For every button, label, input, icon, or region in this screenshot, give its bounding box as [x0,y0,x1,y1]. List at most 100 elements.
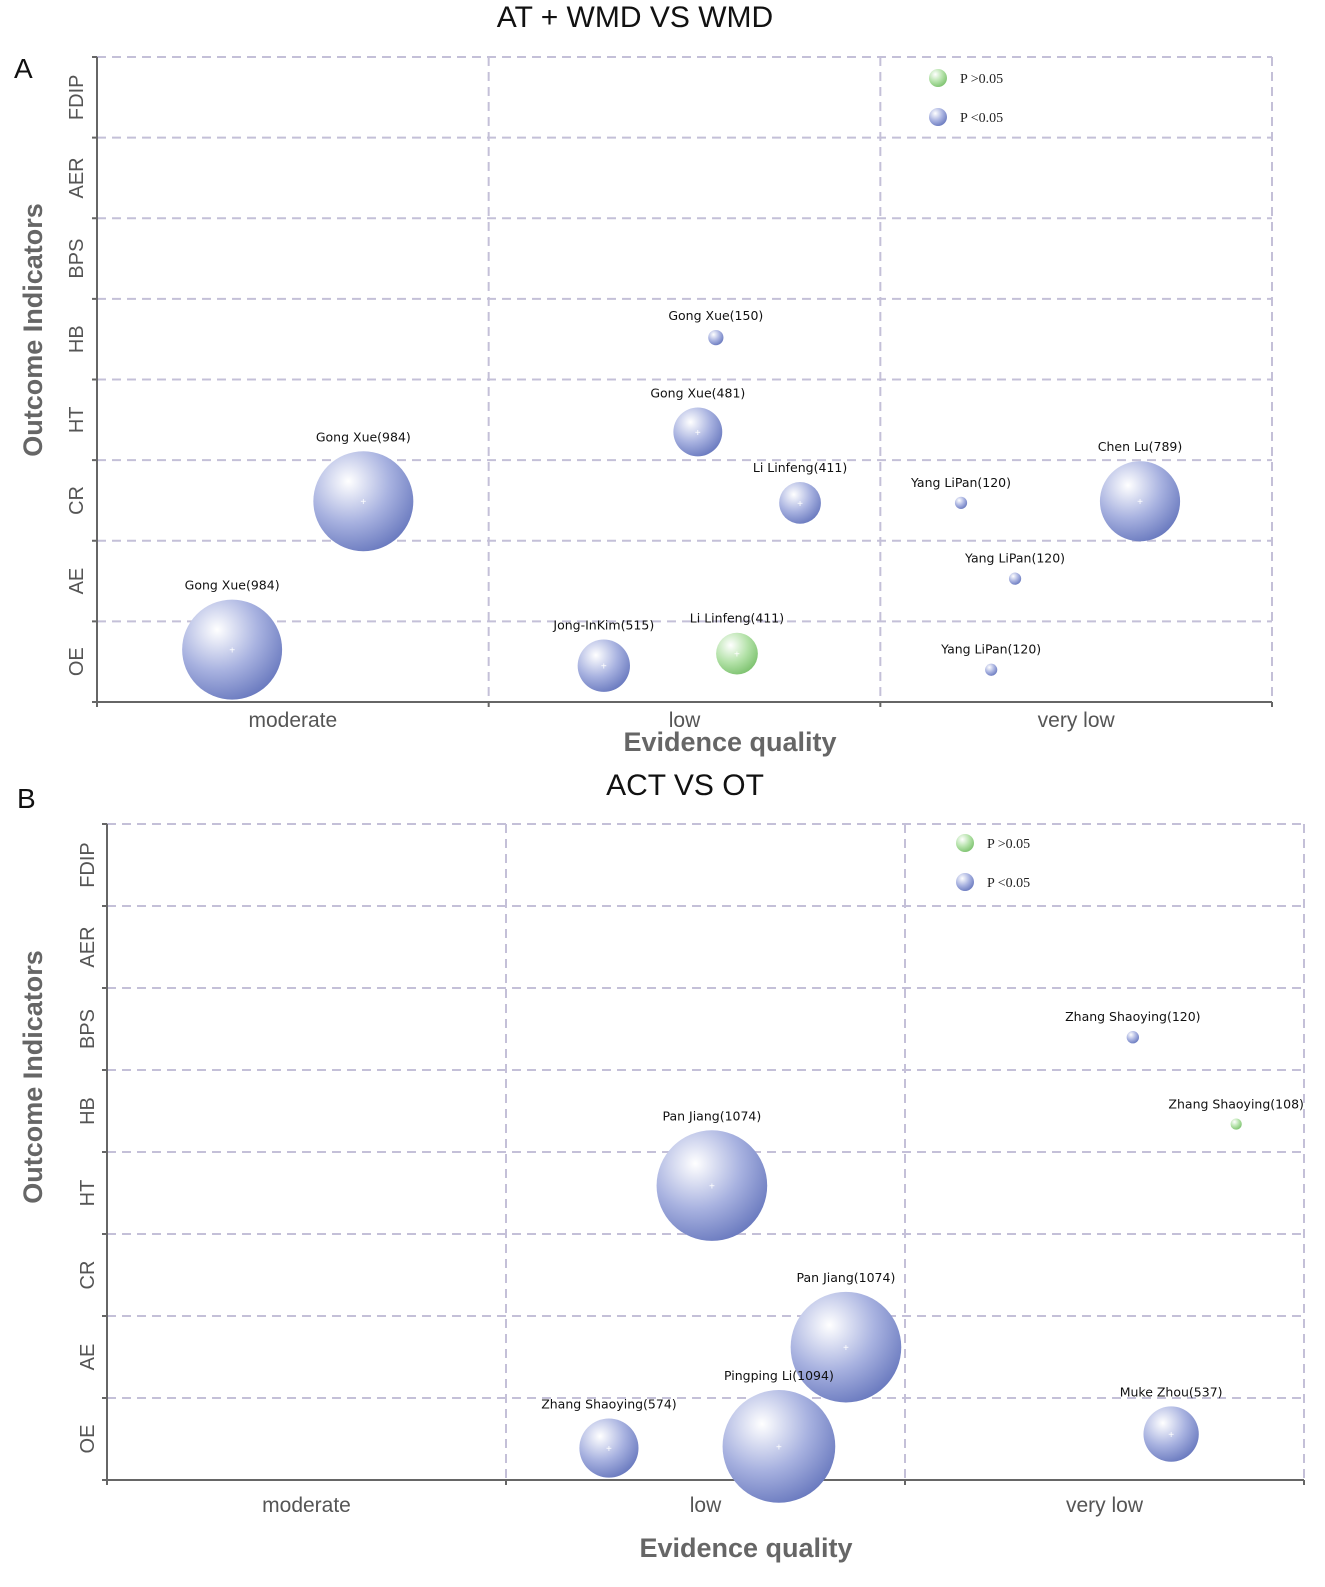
y-tick-label: OE [66,647,88,676]
bubble-center-marker: + [229,646,235,657]
bubble-center-marker: + [776,1442,782,1453]
bubble-label: Gong Xue(481) [650,385,745,400]
y-tick-label: AER [66,157,88,198]
bubble-label: Yang LiPan(120) [964,551,1065,566]
x-tick-label: moderate [262,1494,351,1517]
y-tick-label: BPS [66,239,88,279]
bubble-point: Yang LiPan(120) [910,475,1011,509]
bubble-significant [985,663,998,676]
bubble-label: Gong Xue(150) [668,308,763,323]
bubble-center-marker: + [709,1182,715,1193]
bubble-significant [722,1390,836,1503]
bubble-label: Muke Zhou(537) [1120,1384,1223,1399]
bubble-point: + Pingping Li(1094) [722,1368,836,1503]
y-tick-label: BPS [77,1009,99,1049]
bubble-point: + Pan Jiang(1074) [790,1270,902,1403]
bubble-center-marker: + [797,499,803,510]
bubble-label: Jong-InKim(515) [552,618,654,633]
bubble-point: Yang LiPan(120) [940,642,1041,676]
bubble-label: Gong Xue(984) [185,578,280,593]
y-tick-label: FDIP [77,842,99,888]
bubble-label: Chen Lu(789) [1098,439,1183,454]
bubble-significant [1099,461,1181,542]
y-tick-label: HB [77,1097,99,1125]
bubble-significant [1008,572,1022,585]
bubble-center-marker: + [1137,497,1143,508]
x-axis-title: Evidence quality [639,1533,852,1563]
bubble-label: Yang LiPan(120) [940,642,1041,657]
bubble-point: + Zhang Shaoying(574) [541,1396,677,1478]
y-tick-label: AER [77,926,99,967]
bubble-center-marker: + [734,650,740,661]
bubble-label: Pan Jiang(1074) [797,1270,896,1285]
legend-marker-significant [956,873,974,891]
bubble-label: Zhang Shaoying(108) [1168,1097,1303,1112]
bubble-center-marker: + [601,662,607,673]
bubble-nonsignificant [1230,1118,1242,1130]
bubble-point: Zhang Shaoying(120) [1065,1009,1201,1044]
panel-b: moderate low very low OE AE CR HT HB BPS AER FDIP A… [17,769,1305,1563]
bubble-significant [1126,1031,1140,1044]
bubble-label: Yang LiPan(120) [910,475,1011,490]
y-tick-label: FDIP [66,75,88,121]
bubble-significant [182,599,283,700]
bubble-point: + Jong-InKim(515) [552,618,654,692]
x-tick-label: low [669,709,701,732]
bubble-center-marker: + [695,428,701,439]
legend-label: P >0.05 [987,837,1030,852]
bubble-label: Zhang Shaoying(120) [1065,1009,1200,1024]
bubble-significant [577,639,630,692]
y-tick-label: CR [77,1261,99,1290]
bubble-label: Li Linfeng(411) [690,611,784,626]
bubble-point: Yang LiPan(120) [964,551,1065,585]
bubble-significant [579,1418,639,1478]
bubble-significant [708,329,724,346]
bubble-significant [954,496,968,509]
legend-label: P >0.05 [960,72,1003,87]
bubble-point: Gong Xue(150) [668,308,763,346]
y-tick-label: HB [66,325,88,353]
y-tick-label: OE [77,1425,99,1454]
panel-a: moderate low very low OE AE CR HT HB BPS AER FDIP A… [14,1,1273,757]
bubble-center-marker: + [1168,1430,1174,1441]
bubble-point: + Li Linfeng(411) [753,460,847,524]
bubble-significant [779,481,821,524]
y-axis-title: Outcome Indicators [18,950,48,1204]
bubble-center-marker: + [843,1343,849,1354]
bubble-point: + Gong Xue(481) [650,385,745,457]
bubble-label: Pan Jiang(1074) [662,1108,761,1123]
bubble-point: + Pan Jiang(1074) [656,1108,768,1241]
y-tick-label: HT [77,1180,99,1207]
y-tick-label: AE [66,568,88,595]
x-tick-label: low [690,1494,722,1517]
bubble-point: + Muke Zhou(537) [1120,1384,1223,1462]
y-tick-label: HT [66,406,88,433]
legend-marker-significant [929,108,947,126]
legend-label: P <0.05 [987,876,1030,891]
bubble-significant [673,407,723,457]
bubble-point: Zhang Shaoying(108) [1168,1097,1304,1130]
panel-label: A [14,53,33,84]
bubble-significant [1143,1406,1199,1462]
chart-title: ACT VS OT [606,769,764,802]
legend-marker-nonsignificant [929,69,947,87]
chart-title: AT + WMD VS WMD [497,1,773,34]
legend-label: P <0.05 [960,111,1003,126]
bubble-nonsignificant [716,632,758,675]
bubble-significant [790,1291,902,1403]
bubble-center-marker: + [606,1444,612,1455]
bubble-label: Pingping Li(1094) [724,1368,834,1383]
x-tick-label: moderate [248,709,337,732]
bubble-point: + Li Linfeng(411) [690,611,784,675]
bubble-point: + Gong Xue(984) [182,578,283,700]
bubble-point: + Gong Xue(984) [313,429,414,552]
bubble-label: Li Linfeng(411) [753,460,847,475]
bubble-label: Zhang Shaoying(574) [541,1396,676,1411]
bubble-significant [313,451,414,552]
x-tick-label: very low [1066,1494,1144,1517]
bubble-label: Gong Xue(984) [316,429,411,444]
legend-marker-nonsignificant [956,834,974,852]
y-tick-label: AE [77,1344,99,1371]
bubble-point: + Chen Lu(789) [1098,439,1183,542]
